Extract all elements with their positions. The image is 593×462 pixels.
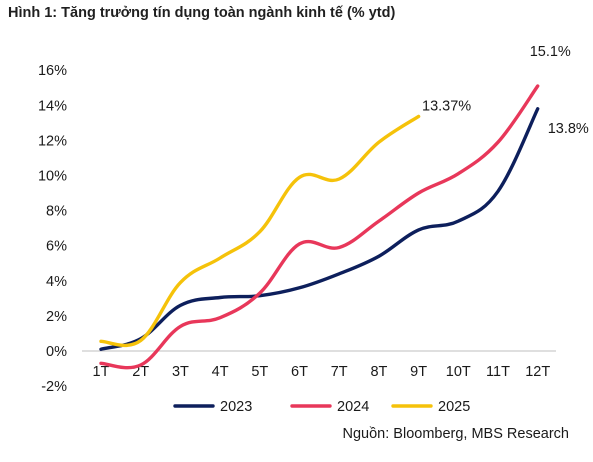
x-tick-label: 4T [212, 364, 229, 380]
series-line-2025 [99, 114, 421, 348]
y-tick-label: 16% [38, 63, 67, 79]
y-tick-label: 10% [38, 169, 67, 185]
series-line-2024 [99, 84, 540, 370]
y-axis-tick-labels: -2% 0% 2% 4% 6% 8% 10% 12% 14% 16% [38, 63, 67, 395]
legend-label-2023: 2023 [220, 399, 252, 415]
y-tick-label: 4% [46, 274, 67, 290]
annotation-2025: 13.37% [422, 98, 471, 114]
series-lines [99, 84, 540, 370]
x-tick-label: 9T [410, 364, 427, 380]
y-tick-label: 0% [46, 344, 67, 360]
x-tick-label: 7T [331, 364, 348, 380]
x-tick-label: 1T [93, 364, 110, 380]
legend-label-2024: 2024 [337, 399, 369, 415]
y-tick-label: 8% [46, 204, 67, 220]
series-line-2023 [99, 107, 540, 351]
x-tick-label: 5T [251, 364, 268, 380]
x-tick-label: 11T [486, 364, 510, 380]
y-tick-label: 14% [38, 98, 67, 114]
x-tick-label: 3T [172, 364, 189, 380]
annotation-2023: 13.8% [548, 121, 589, 137]
y-tick-label: 6% [46, 239, 67, 255]
legend: 2023 2024 2025 [173, 399, 470, 415]
y-tick-label: -2% [41, 379, 67, 395]
source-note: Nguồn: Bloomberg, MBS Research [342, 426, 569, 442]
x-tick-label: 12T [525, 364, 550, 380]
chart-title: Hình 1: Tăng trưởng tín dụng toàn ngành … [8, 5, 396, 21]
x-axis-tick-labels: 1T 2T 3T 4T 5T 6T 7T 8T 9T 10T 11T 12T [93, 364, 551, 380]
x-tick-label: 6T [291, 364, 308, 380]
annotation-2024: 15.1% [530, 44, 571, 60]
y-tick-label: 12% [38, 133, 67, 149]
legend-label-2025: 2025 [438, 399, 470, 415]
x-tick-label: 8T [370, 364, 387, 380]
x-tick-label: 10T [446, 364, 471, 380]
y-tick-label: 2% [46, 309, 67, 325]
data-annotations: 13.37% 15.1% 13.8% [422, 44, 589, 137]
